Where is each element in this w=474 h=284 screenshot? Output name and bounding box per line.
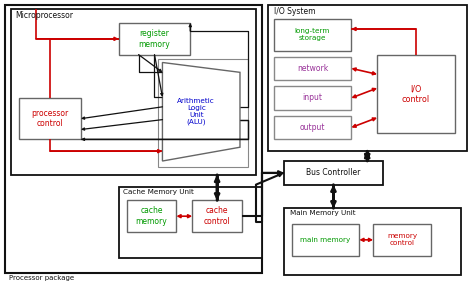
Bar bbox=[158, 59, 248, 167]
Text: processor
control: processor control bbox=[31, 109, 69, 128]
Text: I/O
control: I/O control bbox=[402, 84, 430, 104]
Bar bbox=[373, 224, 431, 256]
Bar bbox=[127, 201, 176, 232]
Text: register
memory: register memory bbox=[138, 29, 170, 49]
Bar bbox=[274, 57, 351, 80]
Bar bbox=[5, 5, 262, 273]
Text: long-term
storage: long-term storage bbox=[295, 28, 330, 41]
Bar bbox=[268, 5, 466, 151]
Text: I/O System: I/O System bbox=[274, 7, 315, 16]
Bar bbox=[274, 86, 351, 110]
Bar bbox=[284, 208, 461, 275]
Bar bbox=[284, 161, 383, 185]
Text: network: network bbox=[297, 64, 328, 73]
Text: Arithmetic
Logic
Unit
(ALU): Arithmetic Logic Unit (ALU) bbox=[177, 98, 215, 126]
Bar bbox=[19, 98, 81, 139]
Text: memory
control: memory control bbox=[387, 233, 417, 246]
Bar bbox=[274, 19, 351, 51]
Text: output: output bbox=[300, 123, 325, 132]
Bar bbox=[192, 201, 242, 232]
Bar bbox=[274, 116, 351, 139]
Bar bbox=[118, 23, 190, 55]
Text: Cache Memory Unit: Cache Memory Unit bbox=[123, 189, 193, 195]
Text: main memory: main memory bbox=[301, 237, 351, 243]
Text: cache
memory: cache memory bbox=[136, 206, 167, 226]
Text: Main Memory Unit: Main Memory Unit bbox=[290, 210, 356, 216]
Text: input: input bbox=[302, 93, 322, 103]
Bar bbox=[292, 224, 359, 256]
Bar bbox=[377, 55, 455, 133]
Text: cache
control: cache control bbox=[204, 206, 230, 226]
Bar bbox=[118, 187, 262, 258]
Bar bbox=[11, 9, 256, 175]
Polygon shape bbox=[163, 62, 240, 161]
Text: Bus Controller: Bus Controller bbox=[306, 168, 361, 177]
Text: Microprocessor: Microprocessor bbox=[15, 11, 73, 20]
Text: Processor package: Processor package bbox=[9, 275, 74, 281]
